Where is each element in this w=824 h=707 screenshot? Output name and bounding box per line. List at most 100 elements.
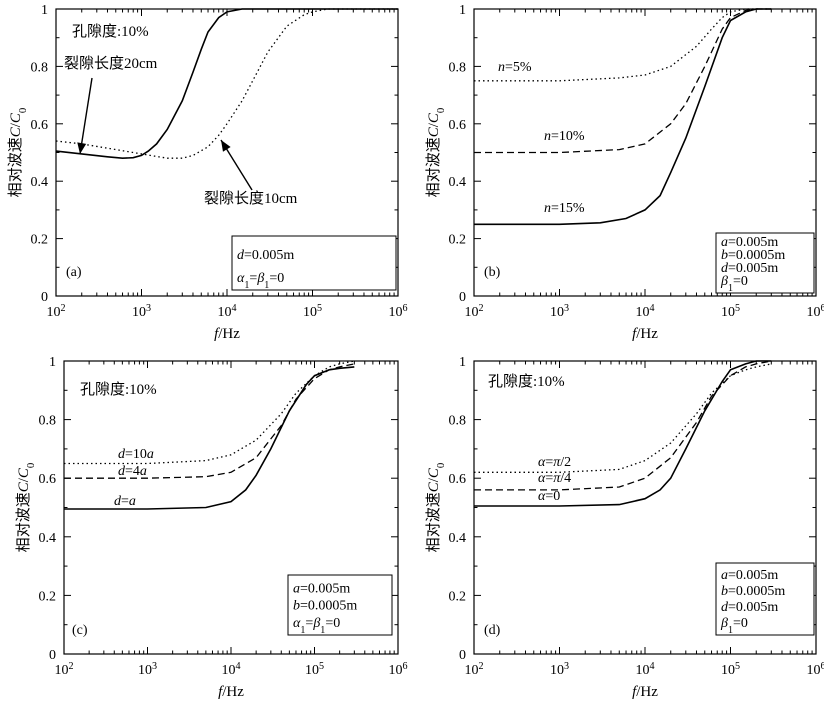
parameter-line: α1=β1=0 [293,616,340,636]
panel-label: (a) [66,265,82,280]
parameter-box [231,235,397,291]
parameter-line: b=0.0005m [721,248,785,263]
x-axis-label: f/Hz [214,326,240,342]
panel-d: 102 103 104 105 106 0 0.2 0.4 0.6 0.8 1 f/Hz 相对波速C/C… [425,355,824,700]
y-tick-label: 1 [459,355,466,370]
panel-label: (b) [484,265,501,280]
y-tick-label: 0 [41,290,48,305]
series-label: d=a [114,494,136,509]
y-tick-label: 0.8 [39,414,57,429]
y-tick-label: 0.2 [39,589,57,604]
y-tick-label: 0.2 [31,233,49,248]
parameter-line: a=0.005m [721,235,778,250]
parameter-line: β1=0 [720,616,748,636]
series-label: α=0 [538,489,560,504]
y-tick-label: 0.8 [449,60,467,75]
y-tick-label: 0 [49,648,56,663]
x-tick-label: 102 [464,661,483,679]
y-axis-label: 相对波速C/C0 [425,108,447,198]
series-line-da-solid [64,366,355,510]
y-tick-label: 1 [459,3,466,18]
y-tick-label: 0.2 [449,589,467,604]
y-axis-label: 相对波速C/C0 [7,108,29,198]
y-tick-label: 0.4 [449,531,467,546]
parameter-box [287,574,393,636]
panel-label: (d) [484,623,501,638]
series-line-4-dashed [474,360,772,491]
series-label: d=4a [118,464,147,479]
series-label: d=10a [118,447,154,462]
y-tick-label: 0.4 [31,175,49,190]
parameter-line: d=0.005m [721,261,778,276]
panel-c: 102 103 104 105 106 0 0.2 0.4 0.6 0.8 1 f/Hz 相对波速C/C… [15,355,408,700]
series-label: n=10% [544,129,585,144]
x-axis-label: f/Hz [218,684,244,700]
x-tick-label: 106 [388,661,407,679]
parameter-box [715,232,815,294]
series-line-0-solid [474,360,772,507]
parameter-line: d=0.005m [237,248,294,263]
y-tick-label: 0.6 [39,472,57,487]
porosity-label: 孔隙度:10% [72,23,149,40]
series-line-s0-solid [55,8,398,160]
x-tick-label: 103 [550,661,569,679]
crack-length-annotation: 裂隙长度20cm [64,55,158,72]
x-tick-label: 104 [217,303,236,321]
series-line-n5-dotted [474,8,772,82]
x-tick-label: 104 [635,661,654,679]
y-tick-label: 0.8 [31,60,49,75]
series-label: α=π/4 [538,471,571,486]
y-tick-label: 0.8 [449,414,467,429]
series-line-n15-solid [474,8,772,226]
y-tick-label: 0.4 [449,175,467,190]
parameter-line: α1=β1=0 [237,271,284,291]
x-axis-label: f/Hz [632,684,658,700]
x-tick-label: 105 [721,303,740,321]
y-tick-label: 0.6 [449,472,467,487]
x-axis-label: f/Hz [632,326,658,342]
series-line-s1-dotted [55,8,398,159]
series-label: n=15% [544,201,585,216]
panel-label: (c) [72,623,88,638]
arrow-head [221,140,231,152]
panel-a: 102 103 104 105 106 0 0.2 0.4 0.6 0.8 1 f/Hz 相对波速C/C… [7,3,408,342]
series-label: α=π/2 [538,455,571,470]
x-tick-label: 105 [305,661,324,679]
parameter-line: β1=0 [720,274,748,294]
x-tick-label: 104 [635,303,654,321]
series-label: n=5% [498,60,532,75]
y-tick-label: 1 [49,355,56,370]
x-tick-label: 103 [132,303,151,321]
y-tick-label: 0 [459,290,466,305]
x-tick-label: 102 [54,661,73,679]
panel-b: 102 103 104 105 106 0 0.2 0.4 0.6 0.8 1 f/Hz 相对波速C/C… [425,3,824,342]
crack-length-annotation: 裂隙长度10cm [204,190,298,207]
series-line-n10-dashed [474,8,772,154]
parameter-line: a=0.005m [721,568,778,583]
series-line-d10a-dotted [64,360,355,465]
y-tick-label: 0.6 [31,118,49,133]
porosity-label: 孔隙度:10% [488,373,565,390]
x-tick-label: 105 [303,303,322,321]
arrow-head [77,142,87,154]
y-tick-label: 0.4 [39,531,57,546]
annotation-arrow [79,77,93,155]
parameter-box [715,562,815,636]
parameter-line: b=0.0005m [293,599,357,614]
x-tick-label: 104 [221,661,240,679]
x-tick-label: 106 [806,303,824,321]
x-tick-label: 103 [550,303,569,321]
x-tick-label: 106 [388,303,407,321]
x-tick-label: 106 [806,661,824,679]
x-tick-label: 105 [721,661,740,679]
series-line-d4a-dashed [64,363,355,479]
x-tick-label: 102 [46,303,65,321]
y-tick-label: 0.2 [449,233,467,248]
y-tick-label: 0 [459,648,466,663]
x-tick-label: 103 [138,661,157,679]
parameter-line: b=0.0005m [721,584,785,599]
porosity-label: 孔隙度:10% [80,381,157,398]
parameter-line: d=0.005m [721,600,778,615]
